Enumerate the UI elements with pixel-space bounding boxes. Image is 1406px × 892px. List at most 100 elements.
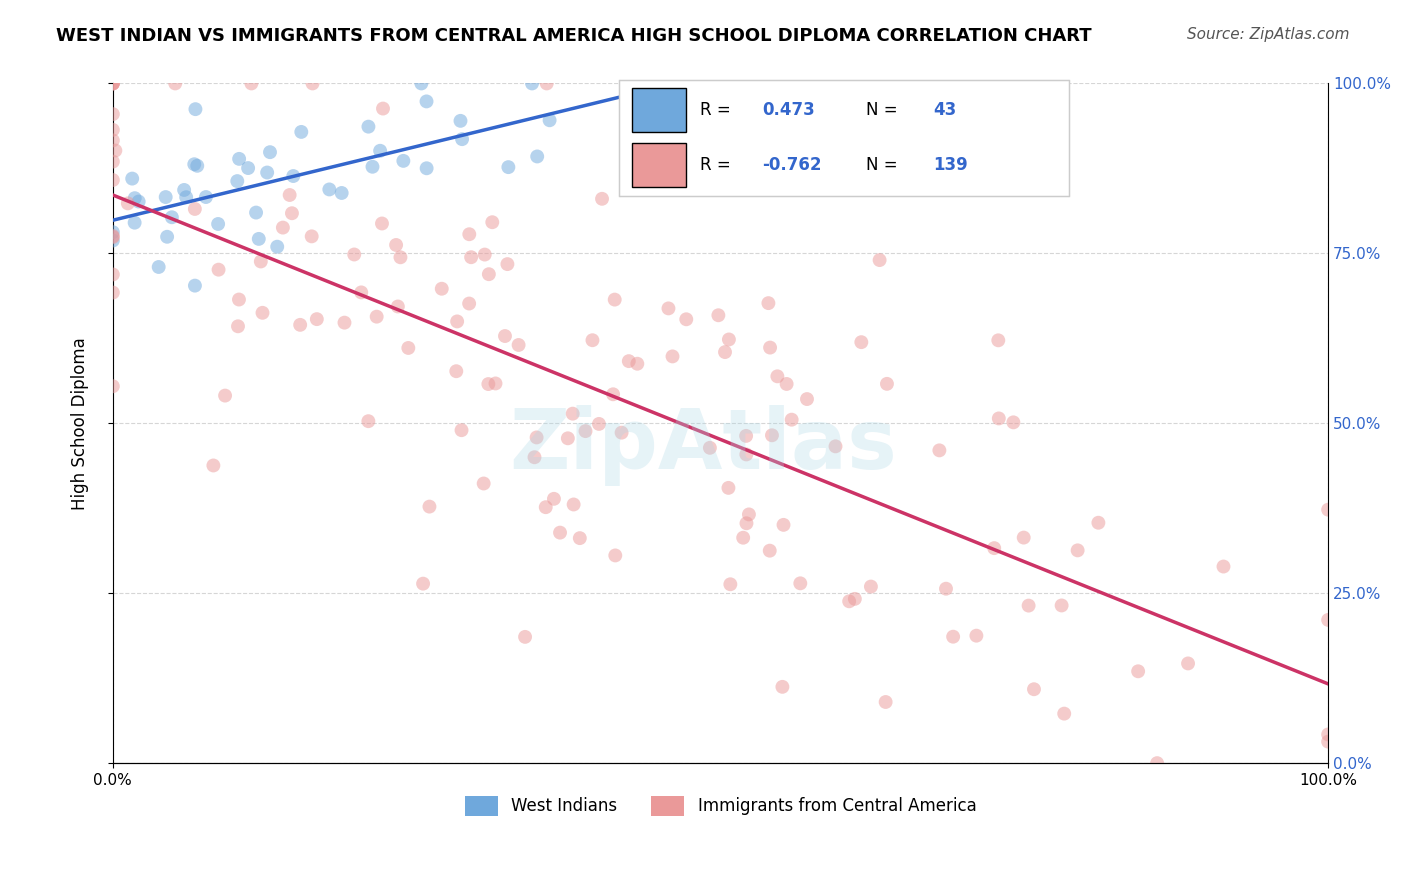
Text: 139: 139 — [934, 156, 969, 174]
Point — [534, 500, 557, 515]
Point — [446, 314, 468, 328]
Point — [281, 206, 304, 220]
Point — [361, 160, 384, 174]
Point — [581, 333, 603, 347]
Point — [759, 341, 782, 355]
Point — [561, 407, 583, 421]
Point — [875, 695, 897, 709]
Point — [184, 102, 207, 116]
Point — [714, 345, 737, 359]
Point — [104, 144, 127, 158]
Point — [657, 301, 679, 316]
Point — [101, 154, 124, 169]
Point — [735, 429, 758, 443]
Point — [758, 543, 780, 558]
Point — [526, 430, 548, 444]
Point — [305, 312, 328, 326]
Point — [1002, 415, 1025, 429]
Point — [1012, 531, 1035, 545]
Point — [228, 293, 250, 307]
Point — [101, 285, 124, 300]
Point — [183, 157, 205, 171]
Point — [368, 144, 391, 158]
Point — [1022, 682, 1045, 697]
Point — [228, 152, 250, 166]
Point — [761, 428, 783, 442]
Text: N =: N = — [866, 102, 903, 120]
Point — [194, 190, 217, 204]
Point — [548, 525, 571, 540]
Point — [758, 296, 780, 310]
Point — [247, 232, 270, 246]
Point — [526, 149, 548, 163]
Text: R =: R = — [700, 102, 735, 120]
Point — [124, 216, 146, 230]
Point — [477, 377, 499, 392]
Point — [775, 376, 797, 391]
Point — [357, 414, 380, 428]
Point — [236, 161, 259, 175]
Point — [240, 77, 263, 91]
Text: 0.473: 0.473 — [762, 102, 815, 120]
Point — [101, 77, 124, 91]
Point — [226, 174, 249, 188]
Point — [101, 173, 124, 187]
Point — [249, 254, 271, 268]
Point — [101, 230, 124, 244]
Text: 43: 43 — [934, 102, 957, 120]
Point — [392, 153, 415, 168]
Point — [450, 113, 472, 128]
Point — [301, 77, 323, 91]
Point — [186, 159, 208, 173]
Point — [266, 240, 288, 254]
Point — [543, 491, 565, 506]
Point — [165, 77, 187, 91]
Point — [508, 338, 530, 352]
Point — [283, 169, 305, 183]
Point — [387, 300, 409, 314]
Point — [987, 411, 1010, 425]
Point — [574, 424, 596, 438]
Point — [568, 531, 591, 545]
Point — [591, 192, 613, 206]
Point — [371, 217, 394, 231]
Point — [605, 549, 627, 563]
Point — [148, 260, 170, 274]
Point — [418, 500, 440, 514]
Point — [869, 253, 891, 268]
Point — [350, 285, 373, 300]
Point — [184, 202, 207, 216]
Point — [396, 341, 419, 355]
Text: N =: N = — [866, 156, 903, 174]
Point — [1050, 599, 1073, 613]
Point — [173, 183, 195, 197]
Point — [1317, 613, 1340, 627]
Point — [101, 225, 124, 239]
Point — [965, 629, 987, 643]
Point — [1066, 543, 1088, 558]
Point — [288, 318, 311, 332]
Point — [101, 379, 124, 393]
Point — [156, 229, 179, 244]
Point — [738, 508, 761, 522]
Point — [735, 516, 758, 531]
Point — [252, 306, 274, 320]
Point — [983, 541, 1005, 555]
Point — [617, 354, 640, 368]
Point — [824, 439, 846, 453]
Point — [207, 262, 229, 277]
Point — [333, 316, 356, 330]
Point — [415, 95, 437, 109]
Point — [942, 630, 965, 644]
Point — [474, 247, 496, 261]
Point — [259, 145, 281, 160]
Point — [987, 334, 1010, 348]
Point — [484, 376, 506, 391]
Point — [536, 77, 558, 91]
Point — [451, 132, 474, 146]
Point — [214, 388, 236, 402]
Point — [101, 268, 124, 282]
Point — [796, 392, 818, 406]
Point — [450, 423, 472, 437]
Point — [717, 333, 740, 347]
